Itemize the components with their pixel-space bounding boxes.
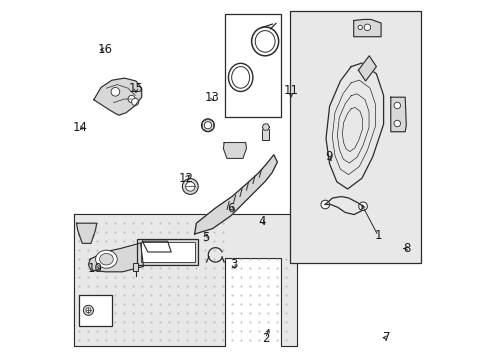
Circle shape (321, 200, 330, 209)
Ellipse shape (232, 67, 250, 88)
Polygon shape (88, 243, 144, 272)
Text: 11: 11 (284, 84, 298, 97)
Circle shape (231, 146, 239, 155)
Text: 2: 2 (262, 332, 270, 345)
Circle shape (79, 225, 95, 241)
Bar (133, 263, 139, 271)
Text: 1: 1 (374, 229, 382, 242)
Circle shape (359, 202, 368, 211)
Ellipse shape (255, 31, 275, 52)
Ellipse shape (96, 250, 117, 268)
Polygon shape (195, 155, 277, 234)
Text: 15: 15 (128, 82, 144, 95)
Bar (79, 295, 112, 326)
Text: 10: 10 (88, 262, 103, 275)
Text: 13: 13 (204, 91, 220, 104)
Circle shape (182, 179, 198, 194)
Polygon shape (223, 143, 246, 158)
Polygon shape (358, 56, 376, 81)
Text: 5: 5 (202, 231, 209, 244)
Circle shape (201, 119, 215, 132)
Polygon shape (262, 124, 270, 130)
Circle shape (83, 305, 94, 315)
Text: 4: 4 (259, 215, 266, 228)
Circle shape (128, 95, 135, 103)
Bar (262, 129, 270, 140)
Circle shape (81, 228, 92, 238)
Bar (290, 11, 421, 263)
Circle shape (186, 182, 195, 191)
Polygon shape (326, 63, 384, 189)
Circle shape (225, 149, 229, 152)
Circle shape (394, 102, 400, 109)
Polygon shape (391, 97, 406, 132)
Text: 7: 7 (384, 331, 391, 344)
Circle shape (111, 87, 120, 96)
Text: 6: 6 (227, 202, 235, 215)
Ellipse shape (252, 27, 279, 56)
Text: 16: 16 (98, 43, 113, 56)
Ellipse shape (228, 63, 253, 91)
Circle shape (394, 120, 400, 127)
Polygon shape (94, 78, 142, 115)
Circle shape (358, 25, 363, 30)
Polygon shape (76, 223, 97, 243)
Bar (225, 14, 281, 117)
Text: 8: 8 (403, 242, 411, 255)
Bar (141, 242, 195, 262)
Text: 14: 14 (73, 121, 88, 134)
Polygon shape (354, 19, 381, 37)
Circle shape (204, 122, 212, 129)
Polygon shape (143, 241, 171, 252)
Bar (137, 239, 198, 265)
Circle shape (364, 24, 370, 31)
Circle shape (241, 149, 245, 152)
Circle shape (132, 98, 139, 105)
Polygon shape (74, 214, 297, 346)
Text: 12: 12 (179, 172, 194, 185)
Circle shape (86, 308, 91, 313)
Text: 3: 3 (230, 258, 237, 271)
Ellipse shape (99, 253, 113, 265)
Text: 9: 9 (325, 150, 332, 163)
